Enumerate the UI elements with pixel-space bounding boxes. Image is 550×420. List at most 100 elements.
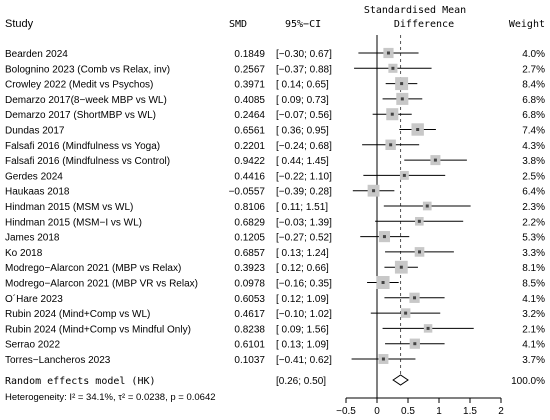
study-ci: [−0.39; 0.28]	[276, 187, 332, 198]
study-point-estimate	[425, 204, 429, 208]
study-smd: 0.3923	[234, 263, 265, 274]
study-name: Gerdes 2024	[5, 171, 63, 182]
study-weight: 3.7%	[522, 355, 545, 366]
study-smd: 0.6561	[234, 126, 265, 137]
plot-area: −0.5 0 0.5 1 1.5 2	[336, 35, 504, 417]
study-name: Crowley 2022 (Medit vs Psychos)	[5, 80, 153, 91]
study-ci: [ 0.13; 1.09]	[276, 340, 329, 351]
study-smd: 0.9422	[234, 156, 265, 167]
study-point-estimate	[399, 265, 403, 269]
study-smd: 0.4617	[234, 309, 265, 320]
header-study: Study	[5, 18, 34, 30]
study-ci: [−0.41; 0.62]	[276, 355, 332, 366]
study-ci: [ 0.36; 0.95]	[276, 126, 329, 137]
study-name: Demarzo 2017 (ShortMBP vs WL)	[5, 110, 156, 121]
study-ci: [−0.10; 1.02]	[276, 309, 332, 320]
study-smd: 0.6101	[234, 340, 265, 351]
study-ci: [ 0.11; 1.51]	[276, 202, 328, 213]
study-ci: [ 0.09; 0.73]	[276, 95, 329, 106]
x-axis-tick-label: 1.5	[463, 406, 477, 417]
x-axis-tick-label: 0	[374, 406, 380, 417]
study-weight: 2.3%	[522, 202, 545, 213]
study-weight: 6.4%	[522, 187, 545, 198]
pooled-diamond	[392, 374, 409, 386]
study-smd: 0.1849	[234, 49, 265, 60]
study-ci: [−0.24; 0.68]	[276, 141, 332, 152]
study-name: O´Hare 2023	[5, 293, 63, 305]
study-weight: 8.1%	[522, 263, 545, 274]
study-weight: 7.4%	[522, 126, 545, 137]
study-ci: [ 0.09; 1.56]	[276, 324, 329, 335]
study-smd: 0.6829	[234, 217, 265, 228]
study-weight: 8.4%	[522, 80, 545, 91]
study-name: Rubin 2024 (Mind+Comp vs WL)	[5, 309, 150, 320]
study-point-estimate	[413, 296, 417, 300]
study-smd: 0.4085	[234, 95, 265, 106]
study-point-estimate	[417, 219, 421, 223]
study-smd: 0.8106	[234, 202, 265, 213]
study-ci: [−0.30; 0.67]	[276, 49, 332, 60]
study-weight: 6.8%	[522, 110, 545, 121]
study-name: Serrao 2022	[5, 340, 60, 351]
study-point-estimate	[413, 342, 417, 346]
x-axis-tick-label: 2	[498, 406, 504, 417]
study-weight: 4.1%	[522, 294, 545, 305]
study-point-estimate	[433, 158, 437, 162]
study-name: Haukaas 2018	[5, 187, 70, 198]
study-name: Torres−Lancheros 2023	[5, 355, 111, 366]
study-point-estimate	[390, 112, 394, 116]
study-point-estimate	[400, 82, 404, 86]
header-plot-title-1: Standardised Mean	[364, 5, 466, 16]
pooled-weight: 100.0%	[511, 376, 545, 387]
study-point-estimate	[391, 66, 395, 70]
study-name: Dundas 2017	[5, 126, 65, 137]
study-smd: 0.1037	[234, 355, 265, 366]
study-smd: 0.6053	[234, 294, 265, 305]
study-point-estimate	[426, 326, 430, 330]
study-ci: [−0.07; 0.56]	[276, 110, 332, 121]
study-point-estimate	[381, 281, 385, 284]
study-smd: 0.2201	[234, 141, 265, 152]
study-point-estimate	[416, 128, 420, 131]
study-ci: [−0.27; 0.52]	[276, 233, 332, 244]
study-ci: [ 0.44; 1.45]	[276, 156, 329, 167]
study-weight: 8.5%	[522, 279, 545, 290]
study-smd: 0.6857	[234, 248, 265, 259]
study-name: Hindman 2015 (MSM vs WL)	[5, 202, 133, 213]
study-point-estimate	[381, 357, 385, 361]
study-ci: [ 0.12; 0.66]	[276, 263, 329, 274]
study-ci: [ 0.14; 0.65]	[276, 80, 329, 91]
study-name: James 2018	[5, 233, 60, 244]
study-ci: [−0.16; 0.35]	[276, 279, 332, 290]
study-name: Modrego−Alarcon 2021 (MBP VR vs Relax)	[5, 279, 198, 290]
study-point-estimate	[382, 235, 386, 239]
header-smd: SMD	[229, 19, 247, 30]
study-smd: 0.3971	[234, 80, 265, 91]
study-name: Bolognino 2023 (Comb vs Relax, inv)	[5, 64, 170, 75]
study-smd: 0.2567	[234, 64, 265, 75]
study-point-estimate	[372, 189, 376, 193]
study-ci: [−0.37; 0.88]	[276, 64, 332, 75]
study-rows: Bearden 2024 0.1849 [−0.30; 0.67] 4.0% Bolog…	[5, 49, 545, 366]
study-point-estimate	[400, 97, 404, 101]
study-weight: 4.1%	[522, 340, 545, 351]
study-weight: 3.8%	[522, 156, 545, 167]
study-point-estimate	[404, 311, 408, 315]
heterogeneity-text: Heterogeneity: I² = 34.1%, τ² = 0.0238, …	[5, 392, 216, 403]
study-ci: [−0.22; 1.10]	[276, 171, 332, 182]
study-smd: 0.0978	[234, 279, 265, 290]
study-smd: 0.8238	[234, 324, 265, 335]
study-name: Hindman 2015 (MSM−I vs WL)	[5, 217, 142, 228]
study-weight: 2.5%	[522, 171, 545, 182]
study-name: Bearden 2024	[5, 49, 68, 60]
study-weight: 4.3%	[522, 141, 545, 152]
x-axis-tick-label: 0.5	[401, 406, 415, 417]
study-name: Rubin 2024 (Mind+Comp vs Mindful Only)	[5, 324, 191, 335]
study-ci: [ 0.13; 1.24]	[276, 248, 329, 259]
header-plot-title-2: Difference	[394, 19, 454, 30]
study-weight: 6.8%	[522, 95, 545, 106]
study-point-estimate	[402, 173, 406, 177]
study-smd: −0.0557	[229, 187, 266, 198]
study-weight: 2.7%	[522, 64, 545, 75]
